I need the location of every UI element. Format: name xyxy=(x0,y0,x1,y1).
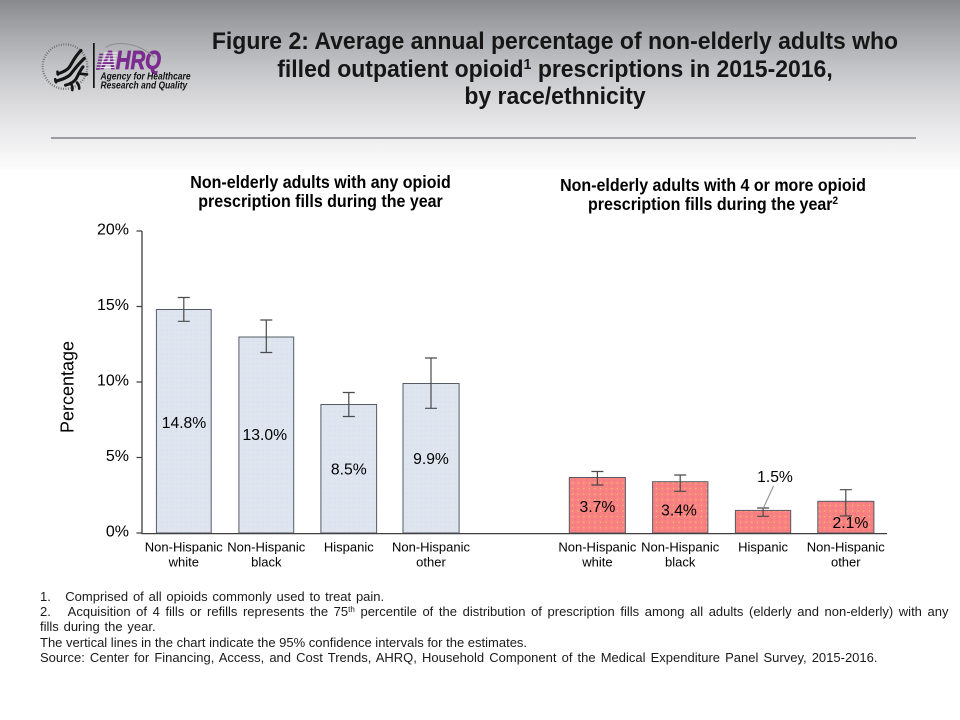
svg-text:white: white xyxy=(168,555,199,570)
svg-text:1.5%: 1.5% xyxy=(757,469,793,486)
svg-text:AHRQ: AHRQ xyxy=(100,46,161,75)
svg-text:Non-Hispanic: Non-Hispanic xyxy=(558,540,637,555)
svg-text:black: black xyxy=(251,555,282,570)
svg-text:Non-Hispanic: Non-Hispanic xyxy=(807,540,886,555)
svg-text:black: black xyxy=(665,555,696,570)
svg-text:Research and Quality: Research and Quality xyxy=(101,80,189,91)
svg-text:Non-Hispanic: Non-Hispanic xyxy=(145,540,224,555)
svg-text:14.8%: 14.8% xyxy=(162,415,207,432)
svg-text:other: other xyxy=(416,555,446,570)
svg-text:Non-Hispanic: Non-Hispanic xyxy=(641,540,720,555)
svg-text:20%: 20% xyxy=(97,222,129,239)
svg-text:9.9%: 9.9% xyxy=(413,451,449,468)
svg-text:0%: 0% xyxy=(106,524,129,541)
svg-text:10%: 10% xyxy=(97,373,129,390)
svg-text:Hispanic: Hispanic xyxy=(738,540,788,555)
svg-text:Agency for Healthcare: Agency for Healthcare xyxy=(100,71,191,82)
svg-text:Hispanic: Hispanic xyxy=(324,540,374,555)
svg-text:3.4%: 3.4% xyxy=(661,503,697,520)
svg-text:3.7%: 3.7% xyxy=(580,499,616,516)
svg-text:Percentage: Percentage xyxy=(58,341,78,433)
svg-text:Non-Hispanic: Non-Hispanic xyxy=(227,540,306,555)
svg-text:white: white xyxy=(581,555,612,570)
svg-text:2.1%: 2.1% xyxy=(833,515,869,532)
svg-text:other: other xyxy=(831,555,861,570)
svg-text:5%: 5% xyxy=(106,448,129,465)
svg-text:Non-Hispanic: Non-Hispanic xyxy=(392,540,471,555)
svg-text:15%: 15% xyxy=(97,297,129,314)
svg-text:8.5%: 8.5% xyxy=(331,462,367,479)
svg-text:13.0%: 13.0% xyxy=(243,427,288,444)
